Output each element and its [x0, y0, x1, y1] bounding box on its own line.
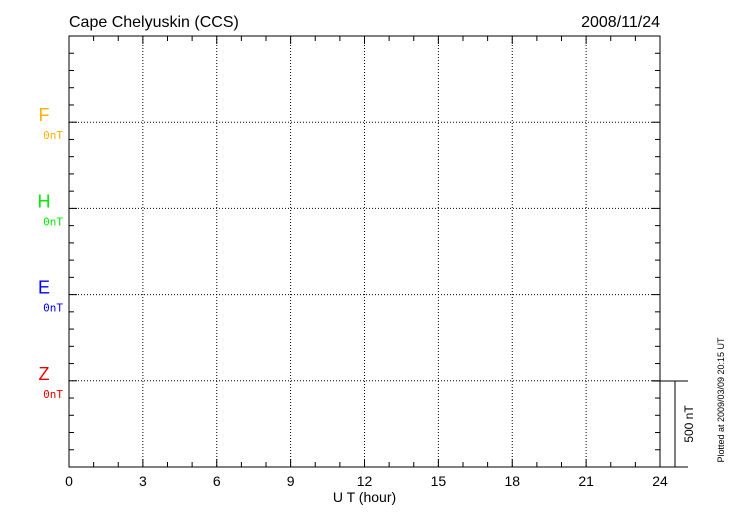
- x-tick-label: 12: [357, 473, 373, 489]
- x-tick-label: 3: [139, 473, 147, 489]
- series-baseline-label: 0nT: [43, 215, 63, 228]
- x-tick-label: 0: [65, 473, 73, 489]
- x-tick-label: 18: [504, 473, 520, 489]
- chart-date: 2008/11/24: [581, 14, 660, 31]
- x-tick-label: 21: [578, 473, 594, 489]
- series-name-z: Z: [39, 364, 50, 384]
- x-tick-label: 24: [652, 473, 668, 489]
- plot-frame: [68, 35, 661, 468]
- chart-title: Cape Chelyuskin (CCS): [69, 14, 239, 31]
- x-tick-label: 6: [213, 473, 221, 489]
- series-name-e: E: [38, 278, 50, 298]
- series-baseline-label: 0nT: [43, 388, 63, 401]
- grid: [69, 36, 660, 467]
- series-name-h: H: [38, 191, 51, 211]
- series-baseline-label: 0nT: [43, 129, 63, 142]
- x-tick-label: 9: [287, 473, 295, 489]
- series-name-f: F: [39, 105, 50, 125]
- scale-bar-label: 500 nT: [682, 405, 696, 443]
- series-baseline-label: 0nT: [43, 302, 63, 315]
- x-tick-labels: 0 3 6 9 12 15 18 21 24: [65, 473, 668, 489]
- series-labels: F 0nT H 0nT E 0nT Z 0nT: [38, 105, 64, 401]
- x-tick-label: 15: [431, 473, 447, 489]
- plotted-note: Plotted at 2009/03/09 20:15 UT: [716, 337, 726, 463]
- scale-bar: 500 nT: [652, 380, 696, 468]
- x-axis-label: U T (hour): [333, 489, 396, 505]
